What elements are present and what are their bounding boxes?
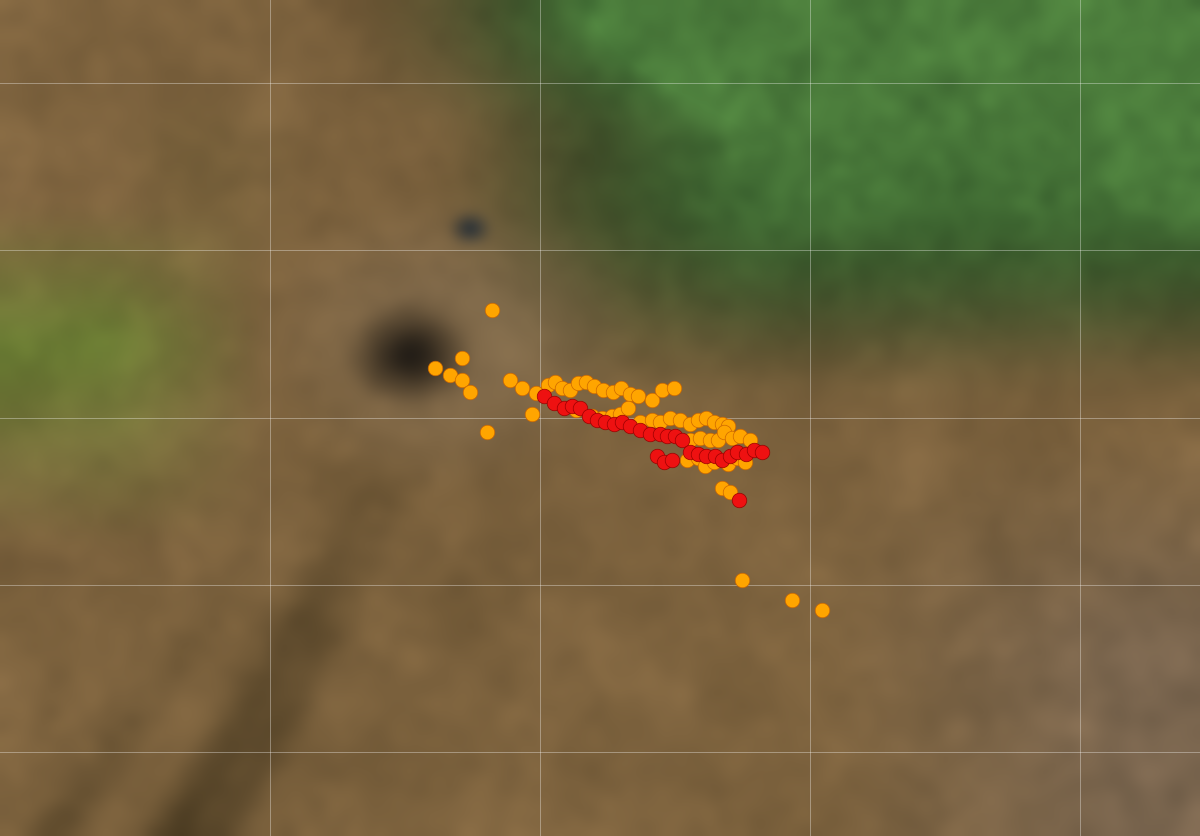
Point <box>602 410 622 423</box>
Point <box>701 433 720 446</box>
Point <box>560 384 580 397</box>
Point <box>708 433 727 446</box>
Point <box>713 482 732 495</box>
Point <box>594 384 613 397</box>
Point <box>706 449 725 462</box>
Point <box>680 446 700 459</box>
Point <box>500 374 520 387</box>
Point <box>522 407 541 421</box>
Point <box>482 303 502 317</box>
Point <box>696 411 715 425</box>
Point <box>720 449 739 462</box>
Point <box>662 453 682 466</box>
Point <box>665 430 684 443</box>
Point <box>545 396 564 410</box>
Point <box>696 459 715 472</box>
Point <box>704 456 724 469</box>
Point <box>650 415 670 429</box>
Point <box>722 431 742 445</box>
Point <box>665 381 684 395</box>
Point <box>478 426 497 439</box>
Point <box>545 375 565 389</box>
Point <box>696 449 715 462</box>
Point <box>605 417 624 431</box>
Point <box>534 390 553 403</box>
Point <box>677 453 696 466</box>
Point <box>713 453 732 466</box>
Point <box>611 407 630 421</box>
Point <box>618 401 637 415</box>
Point <box>604 385 623 399</box>
Point <box>642 393 661 406</box>
Point <box>713 453 732 466</box>
Point <box>782 594 802 607</box>
Point <box>588 413 607 426</box>
Point <box>630 415 649 429</box>
Point <box>658 430 677 443</box>
Point <box>612 381 631 395</box>
Point <box>630 423 649 436</box>
Point <box>570 401 589 415</box>
Point <box>653 384 672 397</box>
Point <box>672 433 691 446</box>
Point <box>736 456 755 469</box>
Point <box>580 410 599 423</box>
Point <box>527 386 546 400</box>
Point <box>452 351 472 364</box>
Point <box>690 431 709 445</box>
Point <box>704 415 724 429</box>
Point <box>732 573 751 587</box>
Point <box>713 417 732 431</box>
Point <box>650 427 670 441</box>
Point <box>737 447 756 461</box>
Point <box>727 451 746 465</box>
Point <box>648 449 667 462</box>
Point <box>426 361 445 375</box>
Point <box>680 433 700 446</box>
Point <box>612 415 631 429</box>
Point <box>740 433 760 446</box>
Point <box>552 381 571 395</box>
Point <box>620 420 640 433</box>
Point <box>671 413 690 426</box>
Point <box>680 417 700 431</box>
Point <box>629 390 648 403</box>
Point <box>642 413 661 426</box>
Point <box>752 446 772 459</box>
Point <box>452 374 472 387</box>
Point <box>566 403 586 416</box>
Point <box>744 443 763 456</box>
Point <box>731 430 750 443</box>
Point <box>714 426 733 439</box>
Point <box>641 427 660 441</box>
Point <box>719 420 738 433</box>
Point <box>554 401 574 415</box>
Point <box>727 446 746 459</box>
Point <box>720 486 739 499</box>
Point <box>689 447 708 461</box>
Point <box>569 376 588 390</box>
Point <box>539 379 558 392</box>
Point <box>512 381 532 395</box>
Point <box>593 411 612 425</box>
Point <box>654 456 673 469</box>
Point <box>689 413 708 426</box>
Point <box>660 411 679 425</box>
Point <box>461 385 480 399</box>
Point <box>576 375 595 389</box>
Point <box>582 410 601 423</box>
Point <box>563 400 582 413</box>
Point <box>595 415 614 429</box>
Point <box>440 369 460 382</box>
Point <box>584 380 604 393</box>
Point <box>689 451 708 465</box>
Point <box>719 457 738 471</box>
Point <box>730 493 749 507</box>
Point <box>620 387 640 400</box>
Point <box>812 604 832 617</box>
